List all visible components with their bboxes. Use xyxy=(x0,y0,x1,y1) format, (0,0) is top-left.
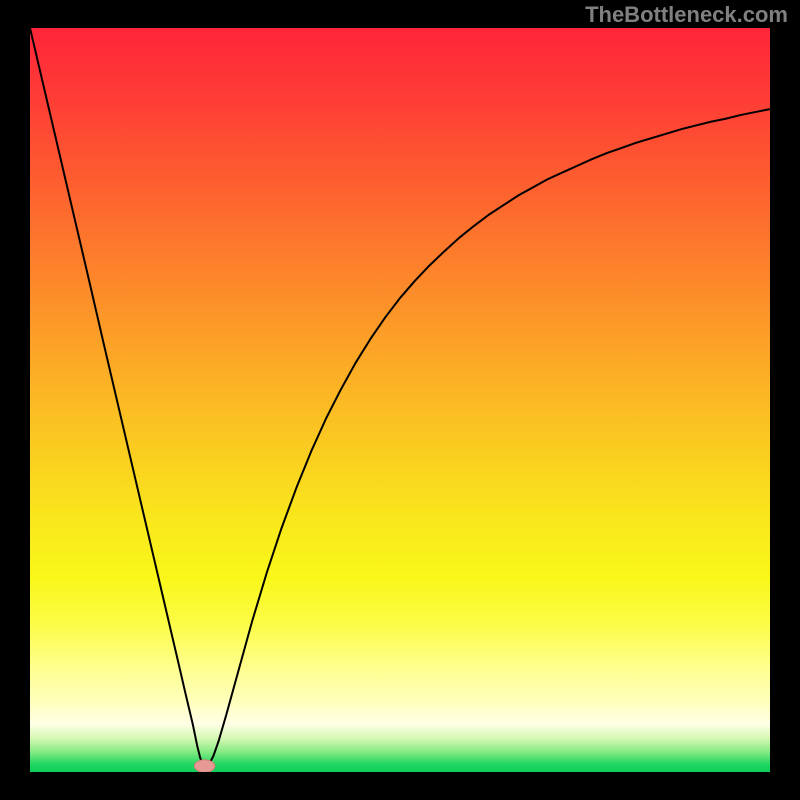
gradient-background xyxy=(30,28,770,772)
chart-svg xyxy=(30,28,770,772)
plot-area xyxy=(30,28,770,772)
watermark-text: TheBottleneck.com xyxy=(585,2,788,28)
optimal-point-marker xyxy=(194,760,215,772)
chart-container: TheBottleneck.com xyxy=(0,0,800,800)
